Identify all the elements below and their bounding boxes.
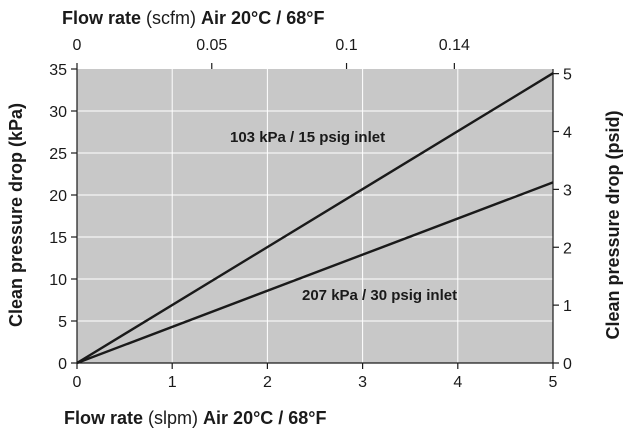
left-tick-label-20: 20 (49, 188, 67, 205)
left-tick-label-0: 0 (58, 356, 67, 373)
left-tick-label-25: 25 (49, 146, 67, 163)
right-tick-label-0: 0 (563, 356, 572, 373)
top-tick-label-0.1: 0.1 (335, 37, 357, 54)
axes (76, 69, 554, 364)
series-lines (76, 72, 554, 365)
right-tick-label-2: 2 (563, 240, 572, 257)
bottom-tick-label-4: 4 (453, 374, 462, 391)
left-tick-label-15: 15 (49, 230, 67, 247)
right-tick-label-3: 3 (563, 182, 572, 199)
bottom-tick-label-1: 1 (168, 374, 177, 391)
bottom-tick-label-5: 5 (549, 374, 558, 391)
grid-lines (77, 69, 553, 363)
bottom-axis-title: Flow rate (slpm) Air 20°C / 68°F (64, 408, 327, 428)
right-axis-title: Clean pressure drop (psid) (603, 110, 623, 339)
left-axis-title: Clean pressure drop (kPa) (6, 103, 26, 327)
top-tick-label-0: 0 (73, 37, 82, 54)
series-label-207kpa: 207 kPa / 30 psig inlet (302, 287, 457, 304)
top-tick-label-0.14: 0.14 (439, 37, 470, 54)
top-axis-title: Flow rate (scfm) Air 20°C / 68°F (62, 8, 324, 28)
left-tick-label-10: 10 (49, 272, 67, 289)
left-tick-label-30: 30 (49, 104, 67, 121)
bottom-tick-label-2: 2 (263, 374, 272, 391)
bottom-tick-label-0: 0 (73, 374, 82, 391)
series-line-0 (76, 72, 554, 365)
bottom-tick-label-3: 3 (358, 374, 367, 391)
series-line-1 (76, 181, 554, 365)
top-tick-label-0.05: 0.05 (196, 37, 227, 54)
series-label-103kpa: 103 kPa / 15 psig inlet (230, 129, 385, 146)
right-tick-label-5: 5 (563, 67, 572, 84)
left-tick-label-35: 35 (49, 62, 67, 79)
right-tick-label-1: 1 (563, 298, 572, 315)
tick-marks (71, 63, 559, 369)
left-tick-label-5: 5 (58, 314, 67, 331)
right-tick-label-4: 4 (563, 125, 572, 142)
